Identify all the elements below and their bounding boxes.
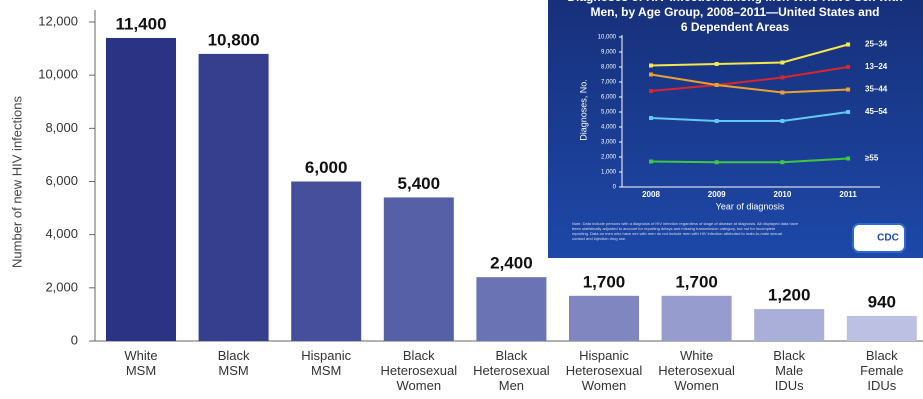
x-tick-label: Black Heterosexual Women [380, 348, 457, 393]
inset-y-tick-label: 6,000 [601, 95, 617, 101]
inset-y-tick-label: 8,000 [601, 65, 617, 71]
value-label: 2,400 [490, 254, 533, 273]
inset-marker [714, 119, 719, 123]
inset-y-tick-label: 7,000 [601, 80, 617, 86]
inset-marker [714, 83, 719, 87]
inset-marker [846, 42, 851, 47]
inset-x-tick-label: 2009 [708, 190, 726, 199]
inset-line [650, 73, 849, 94]
inset-marker [649, 159, 653, 164]
inset-y-tick-label: 5,000 [601, 110, 617, 116]
y-tick-label: 10,000 [38, 67, 78, 82]
x-tick-label: Hispanic Heterosexual Women [566, 348, 643, 393]
inset-background [548, 0, 923, 258]
inset-series-label: 45–54 [865, 107, 888, 116]
value-label: 1,200 [768, 286, 811, 305]
value-label: 1,700 [583, 272, 626, 291]
inset-marker [846, 87, 851, 92]
inset-marker [649, 116, 653, 120]
y-tick-label: 6,000 [45, 173, 78, 188]
inset-series-label: 25–34 [865, 40, 888, 49]
inset-marker [780, 75, 785, 80]
inset-marker [714, 62, 719, 66]
inset-marker [780, 60, 785, 65]
bar [846, 316, 917, 341]
x-tick-label: Hispanic MSM [301, 348, 351, 378]
inset-marker [846, 110, 851, 114]
x-tick-label: White MSM [124, 348, 157, 378]
inset-note: Note. Data include persons with a diagno… [572, 221, 799, 226]
inset-marker [846, 156, 851, 161]
inset-y-tick-label: 0 [613, 185, 617, 191]
inset-note: been statistically adjusted to account f… [572, 226, 776, 231]
inset-marker [649, 89, 653, 93]
value-label: 6,000 [305, 158, 348, 177]
y-tick-label: 8,000 [45, 120, 78, 135]
inset-x-tick-label: 2008 [642, 190, 660, 199]
inset-x-tick-label: 2011 [839, 190, 857, 199]
bar [198, 53, 269, 342]
inset-line [650, 157, 849, 164]
bar [106, 37, 176, 341]
x-tick-label: Black Heterosexual Men [473, 348, 550, 393]
value-label: 10,800 [208, 30, 260, 49]
inset-line [650, 43, 849, 67]
bar [569, 295, 639, 341]
inset-y-tick-label: 10,000 [598, 35, 617, 41]
x-tick-label: Black Female IDUs [860, 348, 903, 393]
inset-series-label: 13–24 [865, 62, 888, 71]
inset-marker [649, 63, 653, 68]
inset-line [650, 111, 849, 122]
inset-title: Diagnoses of HIV Infection among Men Who… [567, 0, 902, 4]
inset-title: Men, by Age Group, 2008–2011—United Stat… [591, 5, 880, 19]
inset-note: reporting. Data on men who have sex with… [572, 231, 782, 236]
inset-marker [846, 65, 851, 69]
value-label: 5,400 [398, 174, 441, 193]
inset-marker [714, 160, 719, 165]
inset-marker [649, 72, 653, 77]
x-tick-label: White Heterosexual Women [658, 348, 735, 393]
inset-y-tick-label: 2,000 [601, 155, 617, 161]
bar [383, 197, 454, 341]
inset-marker [780, 119, 785, 123]
bar [754, 309, 825, 341]
inset-y-tick-label: 1,000 [601, 170, 617, 176]
y-axis-label: Number of new HIV infections [9, 96, 24, 268]
x-tick-label: Black MSM [218, 348, 250, 378]
inset-marker [780, 160, 785, 165]
x-tick-label: Black Male IDUs [773, 348, 805, 393]
bar [661, 295, 732, 341]
y-tick-label: 0 [71, 332, 78, 347]
logo-box [852, 223, 906, 253]
inset-y-tick-label: 9,000 [601, 50, 617, 56]
y-tick-label: 2,000 [45, 279, 78, 294]
inset-x-tick-label: 2010 [774, 190, 792, 199]
logo-text: CDC [877, 233, 899, 244]
inset-x-label: Year of diagnosis [716, 201, 785, 211]
y-tick-label: 12,000 [38, 13, 78, 28]
value-label: 11,400 [115, 14, 166, 33]
inset-series-label: ≥55 [865, 154, 879, 163]
inset-line [650, 66, 849, 92]
inset-y-label: Diagnoses, No. [578, 79, 588, 141]
bar [291, 181, 362, 341]
inset-marker [780, 90, 785, 95]
inset-series-label: 35–44 [865, 85, 888, 94]
value-label: 940 [868, 292, 896, 311]
inset-y-tick-label: 4,000 [601, 125, 617, 131]
inset-y-tick-label: 3,000 [601, 140, 617, 146]
inset-note: contact and injection drug use. [572, 236, 626, 241]
bar [476, 277, 547, 341]
inset-title: 6 Dependent Areas [681, 20, 790, 34]
y-tick-label: 4,000 [45, 226, 78, 241]
value-label: 1,700 [675, 272, 718, 291]
